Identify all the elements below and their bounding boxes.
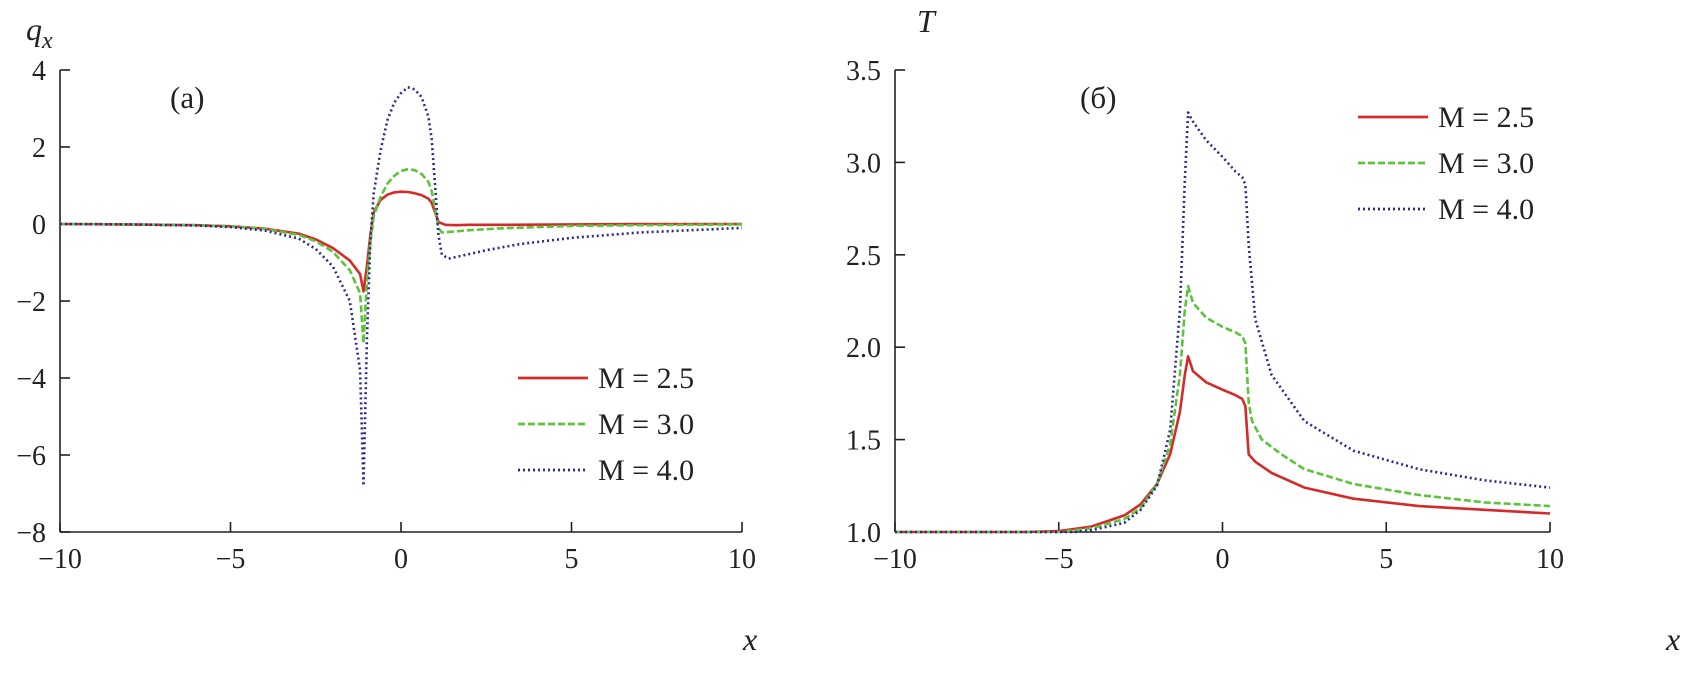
panel-a-label: (a) bbox=[170, 80, 204, 115]
panel-b-chart: (б) T x −10 −5 0 5 10 1.0 1.5 2.0 2.5 3.0 3.5 M = 2… bbox=[846, 3, 1680, 657]
panel-b-x-tick-label: 5 bbox=[1379, 544, 1393, 575]
panel-b-series-line-2 bbox=[895, 284, 1551, 534]
panel-a-x-tick-label: −5 bbox=[216, 544, 246, 575]
panel-b-y-tick-label: 3.0 bbox=[846, 148, 881, 179]
panel-b-x-tick-label: −10 bbox=[873, 544, 917, 575]
panel-a-legend-label-1: M = 2.5 bbox=[598, 362, 694, 395]
panel-a-y-tick-label: 2 bbox=[32, 133, 46, 164]
panel-b-legend-label-1: M = 2.5 bbox=[1438, 101, 1534, 134]
panel-b-y-tick-label: 2.5 bbox=[846, 241, 881, 272]
panel-a-y-tick-label: 4 bbox=[32, 56, 46, 87]
panel-b-legend-label-3: M = 4.0 bbox=[1438, 193, 1534, 226]
panel-a-y-tick-label: −6 bbox=[16, 441, 46, 472]
panel-a-x-tick-label: 5 bbox=[565, 544, 579, 575]
panel-a-y-tick-label: 0 bbox=[32, 210, 46, 241]
svg-text:qx: qx bbox=[26, 11, 53, 54]
panel-a-legend-label-2: M = 3.0 bbox=[598, 408, 694, 441]
panel-a-y-tick-label: −2 bbox=[16, 287, 46, 318]
panel-a-x-axis-title: x bbox=[742, 621, 757, 657]
panel-a-y-tick-label: −4 bbox=[16, 364, 46, 395]
panel-b-y-axis-title: T bbox=[917, 3, 937, 39]
panel-a-y-axis-title-sub: x bbox=[41, 28, 53, 54]
panel-b-x-tick-label: 10 bbox=[1536, 544, 1564, 575]
panel-b-y-tick-label: 3.5 bbox=[846, 56, 881, 87]
panel-b-series-line-1 bbox=[895, 355, 1551, 534]
panel-b-y-tick-label: 1.0 bbox=[846, 518, 881, 549]
panel-a-series-line-3 bbox=[59, 86, 743, 488]
panel-b-label: (б) bbox=[1080, 80, 1116, 115]
panel-b-x-tick-label: 0 bbox=[1216, 544, 1230, 575]
panel-a-legend-label-3: M = 4.0 bbox=[598, 454, 694, 487]
panel-a-x-tick-label: −10 bbox=[38, 544, 82, 575]
panel-a-y-tick-label: −8 bbox=[16, 518, 46, 549]
panel-b-legend-label-2: M = 3.0 bbox=[1438, 147, 1534, 180]
panel-b-y-tick-label: 1.5 bbox=[846, 426, 881, 457]
panel-a-y-axis-title-main: q bbox=[26, 11, 42, 47]
panel-a-x-tick-label: 10 bbox=[728, 544, 756, 575]
panel-b-x-tick-label: −5 bbox=[1044, 544, 1074, 575]
panel-a-x-tick-label: 0 bbox=[394, 544, 408, 575]
panel-a-y-axis-title: qx bbox=[26, 11, 53, 54]
panel-a-series-line-2 bbox=[59, 168, 743, 345]
panel-b-x-axis-title: x bbox=[1665, 621, 1680, 657]
panel-a-series-line-1 bbox=[59, 190, 742, 293]
panel-b-y-tick-label: 2.0 bbox=[846, 333, 881, 364]
